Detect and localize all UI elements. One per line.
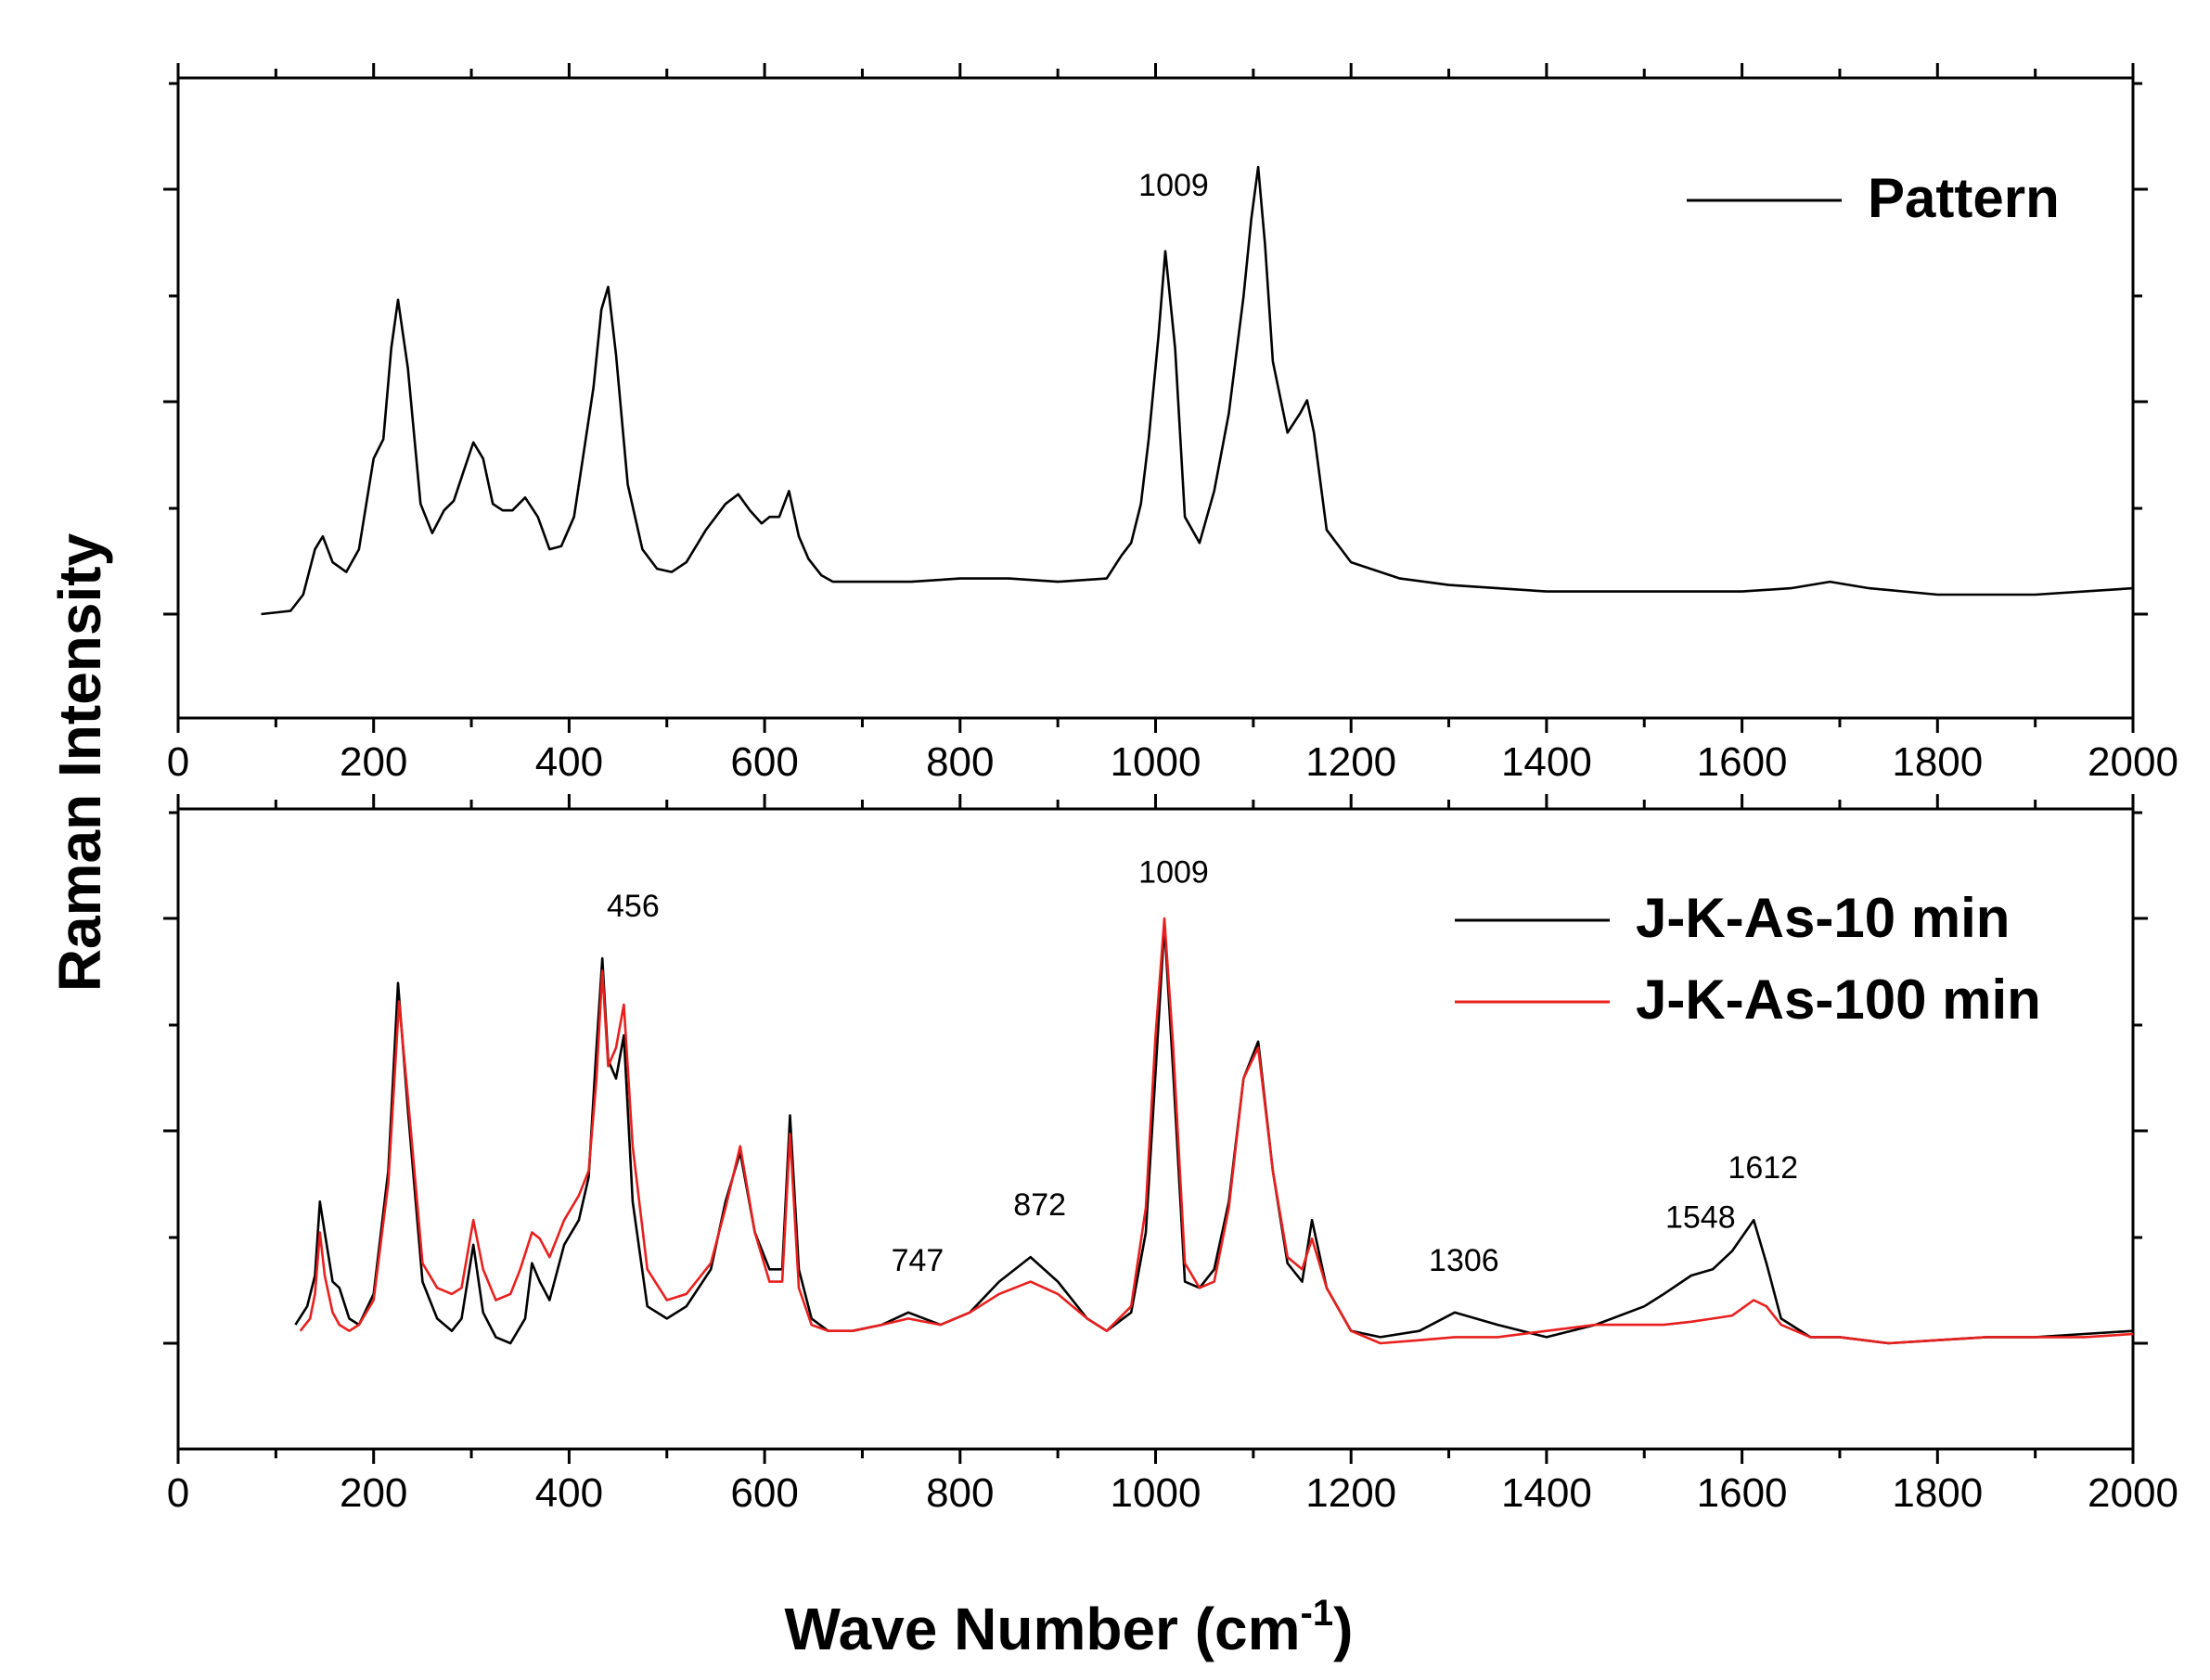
bottom-x-tick-label-1000: 1000 — [1111, 1470, 1201, 1516]
bottom-panel-ticks — [163, 794, 2148, 1464]
bottom-peak-label-1306: 1306 — [1429, 1243, 1499, 1278]
bottom-x-tick-label-400: 400 — [535, 1470, 603, 1516]
top-panel-tick-labels: 0 200 400 600 800 1000 1200 1400 1600 1800 2000 — [167, 739, 2178, 785]
top-x-tick-label-800: 800 — [926, 739, 994, 785]
x-axis-label: Wave Number (cm-1) — [785, 1593, 1354, 1662]
top-panel-legend: Pattern — [1687, 167, 2060, 229]
bottom-panel-annotations: 456 747 872 1009 1306 1548 1612 — [607, 855, 1798, 1278]
top-panel-annotations: 1009 — [1138, 168, 1209, 203]
top-peak-label-1009: 1009 — [1138, 168, 1209, 203]
x-axis-label-superscript: -1 — [1301, 1593, 1334, 1634]
y-axis-label: Raman Intensity — [46, 532, 113, 992]
bottom-x-tick-label-200: 200 — [340, 1470, 407, 1516]
bottom-panel-tick-labels: 0 200 400 600 800 1000 1200 1400 1600 1800 2000 — [167, 1470, 2178, 1516]
bottom-panel-series — [294, 917, 2134, 1345]
bottom-x-tick-label-800: 800 — [926, 1470, 994, 1516]
bottom-x-tick-label-1800: 1800 — [1892, 1470, 1983, 1516]
bottom-panel-legend: J-K-As-10 min J-K-As-100 min — [1455, 887, 2041, 1031]
bottom-peak-label-1612: 1612 — [1728, 1150, 1798, 1186]
bottom-x-tick-label-0: 0 — [167, 1470, 189, 1516]
top-x-tick-label-400: 400 — [535, 739, 603, 785]
bottom-x-tick-label-1400: 1400 — [1501, 1470, 1592, 1516]
top-x-tick-label-1200: 1200 — [1305, 739, 1396, 785]
bottom-peak-label-456: 456 — [607, 889, 660, 924]
top-legend-label-0: Pattern — [1868, 167, 2060, 229]
bottom-legend-label-1: J-K-As-100 min — [1636, 968, 2041, 1031]
top-x-tick-label-200: 200 — [340, 739, 407, 785]
top-x-tick-label-600: 600 — [730, 739, 798, 785]
top-panel: 0 200 400 600 800 1000 1200 1400 1600 1800 2000 10… — [163, 63, 2178, 785]
top-x-tick-label-1400: 1400 — [1501, 739, 1592, 785]
bottom-x-tick-label-1600: 1600 — [1697, 1470, 1788, 1516]
series-line-pattern — [261, 165, 2134, 616]
series-line-j-k-as-100-min — [299, 917, 2134, 1345]
top-x-tick-label-2000: 2000 — [2088, 739, 2178, 785]
bottom-x-tick-label-1200: 1200 — [1305, 1470, 1396, 1516]
bottom-peak-label-872: 872 — [1013, 1187, 1066, 1223]
top-x-tick-label-1600: 1600 — [1697, 739, 1788, 785]
bottom-x-tick-label-2000: 2000 — [2088, 1470, 2178, 1516]
bottom-peak-label-747: 747 — [892, 1243, 944, 1278]
bottom-legend-label-0: J-K-As-10 min — [1636, 887, 2010, 949]
x-axis-label-main: Wave Number (cm — [785, 1596, 1301, 1662]
x-axis-label-close: ) — [1333, 1596, 1353, 1662]
top-x-tick-label-1800: 1800 — [1892, 739, 1983, 785]
top-panel-series — [261, 165, 2134, 616]
bottom-peak-label-1009: 1009 — [1138, 855, 1209, 891]
bottom-peak-label-1548: 1548 — [1665, 1199, 1736, 1235]
top-x-tick-label-0: 0 — [167, 739, 189, 785]
top-panel-ticks — [163, 63, 2148, 733]
top-x-tick-label-1000: 1000 — [1111, 739, 1201, 785]
bottom-panel: 0 200 400 600 800 1000 1200 1400 1600 1800 2000 45… — [163, 794, 2178, 1516]
bottom-x-tick-label-600: 600 — [730, 1470, 798, 1516]
